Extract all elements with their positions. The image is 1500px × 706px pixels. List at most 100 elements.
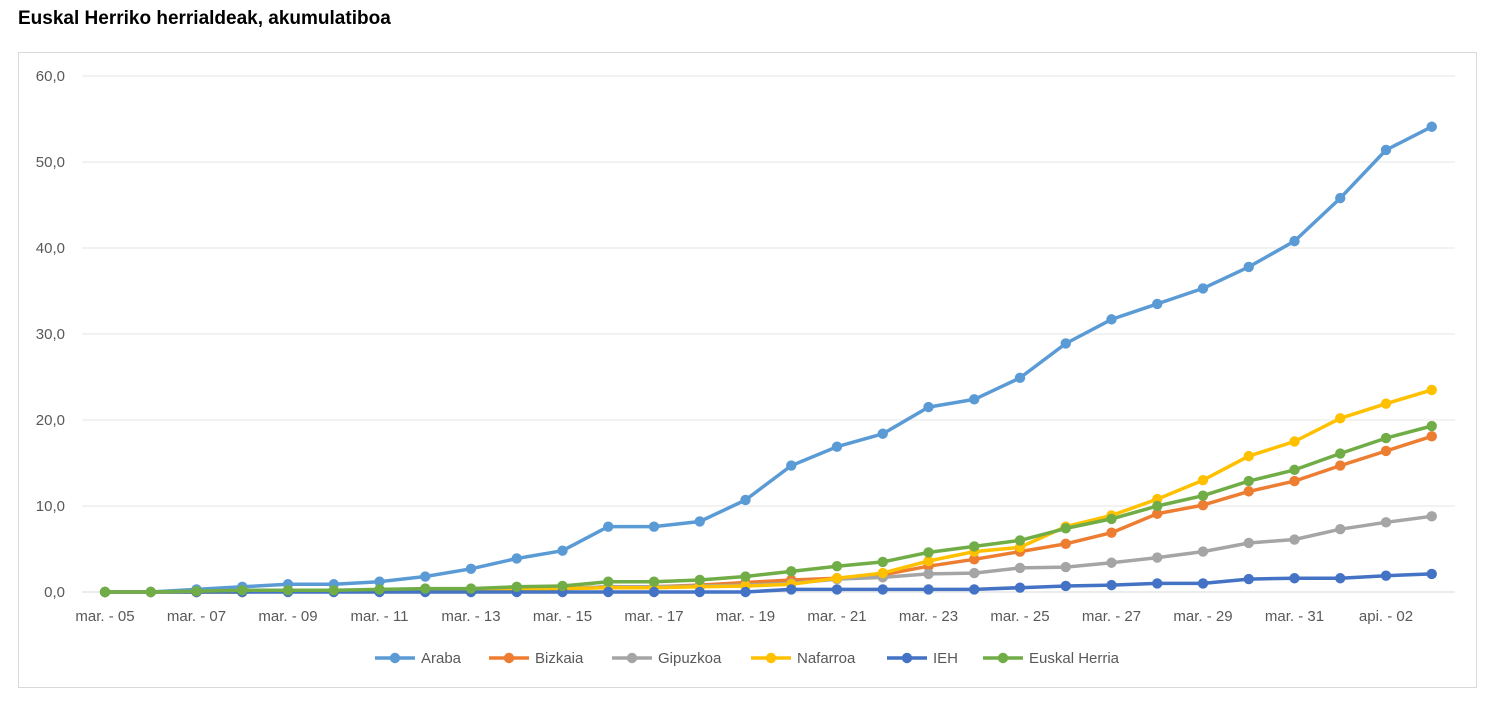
data-point-euskal-herria <box>1335 448 1346 459</box>
data-point-euskal-herria <box>1014 535 1026 546</box>
data-point-ieh <box>694 586 705 598</box>
data-point-araba <box>1014 372 1026 384</box>
data-point-araba <box>465 563 477 574</box>
data-point-euskal-herria <box>145 586 156 598</box>
legend-marker <box>997 652 1009 664</box>
data-point-ieh <box>1014 582 1026 593</box>
x-tick-label: mar. - 15 <box>533 608 592 625</box>
series-line-araba <box>103 124 1434 594</box>
data-point-araba <box>603 521 614 532</box>
y-tick-label: 20,0 <box>36 412 65 429</box>
data-point-gipuzkoa <box>1197 546 1209 557</box>
legend-item-ieh: IEH <box>887 650 958 667</box>
x-axis-tick-labels: mar. - 05 mar. - 07 mar. - 09 mar. - 11 mar.… <box>75 608 1413 625</box>
data-point-gipuzkoa <box>1060 561 1071 573</box>
data-point-nafarroa <box>831 573 843 584</box>
x-tick-label: mar. - 09 <box>258 608 317 625</box>
data-point-nafarroa <box>877 567 888 579</box>
x-tick-label: mar. - 11 <box>350 608 408 625</box>
data-point-gipuzkoa <box>1426 511 1437 522</box>
y-tick-label: 10,0 <box>36 498 65 515</box>
data-point-gipuzkoa <box>969 567 980 579</box>
data-point-araba <box>1106 314 1117 325</box>
x-tick-label: mar. - 27 <box>1082 608 1141 625</box>
x-tick-label: api. - 02 <box>1359 608 1413 625</box>
legend-label: Euskal Herria <box>1029 650 1120 667</box>
legend-item-nafarroa: Nafarroa <box>751 650 856 667</box>
y-tick-label: 50,0 <box>36 154 65 171</box>
legend: Araba Bizkaia Gipuzkoa Nafarroa IEH Euskal He… <box>375 650 1120 667</box>
legend-marker <box>503 652 515 664</box>
data-point-ieh <box>969 584 980 595</box>
data-point-euskal-herria <box>374 584 385 595</box>
legend-label: Nafarroa <box>797 650 856 667</box>
series-line-bizkaia <box>103 434 1434 594</box>
data-point-gipuzkoa <box>1152 552 1163 563</box>
legend-marker <box>765 652 777 664</box>
data-point-euskal-herria <box>282 585 294 596</box>
x-tick-label: mar. - 31 <box>1265 608 1324 625</box>
data-point-euskal-herria <box>1060 523 1071 534</box>
data-point-euskal-herria <box>1426 420 1437 432</box>
data-point-gipuzkoa <box>1335 524 1346 535</box>
data-point-euskal-herria <box>420 583 431 594</box>
data-point-euskal-herria <box>511 581 522 593</box>
data-point-euskal-herria <box>694 574 705 586</box>
legend-label: IEH <box>933 650 958 667</box>
data-point-euskal-herria <box>1106 513 1117 525</box>
data-point-euskal-herria <box>1197 490 1209 501</box>
data-point-euskal-herria <box>1289 464 1300 476</box>
data-point-ieh <box>1243 573 1254 585</box>
data-point-ieh <box>603 586 614 598</box>
data-point-gipuzkoa <box>1014 562 1026 574</box>
data-point-ieh <box>1380 570 1392 581</box>
data-point-araba <box>557 545 568 556</box>
legend-item-araba: Araba <box>375 650 462 667</box>
data-point-gipuzkoa <box>1243 537 1254 549</box>
data-point-araba <box>1152 298 1163 310</box>
data-point-bizkaia <box>1289 475 1300 487</box>
data-point-araba <box>648 521 660 532</box>
data-point-euskal-herria <box>740 571 751 582</box>
data-point-ieh <box>648 586 660 598</box>
data-point-araba <box>420 571 431 582</box>
data-point-ieh <box>923 584 934 595</box>
data-point-ieh <box>1426 568 1437 580</box>
y-axis-tick-labels: 0,0 10,0 20,0 30,0 40,0 50,0 60,0 <box>36 68 65 601</box>
data-point-bizkaia <box>1335 460 1346 471</box>
data-point-bizkaia <box>969 554 980 565</box>
data-point-euskal-herria <box>465 583 477 594</box>
data-point-bizkaia <box>1060 538 1071 550</box>
data-point-euskal-herria <box>237 585 248 596</box>
data-point-araba <box>923 401 934 413</box>
data-point-ieh <box>740 586 751 598</box>
data-point-araba <box>969 394 980 405</box>
data-point-nafarroa <box>1243 450 1254 462</box>
data-point-araba <box>1335 192 1346 204</box>
legend-label: Bizkaia <box>535 650 584 667</box>
data-point-bizkaia <box>1380 445 1392 457</box>
data-point-nafarroa <box>1197 475 1209 486</box>
x-tick-label: mar. - 25 <box>990 608 1049 625</box>
data-point-euskal-herria <box>831 561 843 572</box>
data-point-ieh <box>1289 573 1300 584</box>
data-point-araba <box>1380 144 1392 156</box>
x-tick-label: mar. - 17 <box>624 608 683 625</box>
y-tick-label: 30,0 <box>36 326 65 343</box>
series-euskal-herria <box>99 420 1437 598</box>
data-point-gipuzkoa <box>1106 557 1117 568</box>
data-point-araba <box>1060 338 1071 349</box>
series-line-euskal-herria <box>103 424 1434 594</box>
data-point-euskal-herria <box>557 580 568 592</box>
x-tick-label: mar. - 19 <box>716 608 775 625</box>
data-point-araba <box>1426 121 1437 132</box>
legend-label: Araba <box>421 650 462 667</box>
data-point-gipuzkoa <box>923 568 934 580</box>
data-point-nafarroa <box>1426 384 1437 396</box>
data-point-araba <box>1243 261 1254 273</box>
x-tick-label: mar. - 21 <box>807 608 866 625</box>
x-tick-label: mar. - 07 <box>167 608 226 625</box>
data-point-bizkaia <box>1243 486 1254 497</box>
data-point-ieh <box>1060 580 1071 592</box>
legend-item-euskal-herria: Euskal Herria <box>983 650 1120 667</box>
